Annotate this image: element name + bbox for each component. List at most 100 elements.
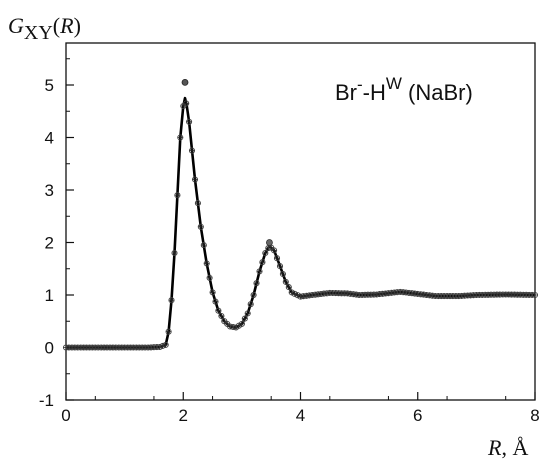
series-marker-cross: [192, 177, 198, 182]
series-marker: [282, 278, 289, 285]
y-tick-label-2: 2: [45, 234, 54, 253]
series-marker: [168, 297, 175, 304]
series-marker: [247, 301, 254, 308]
series-marker: [276, 263, 284, 270]
series-marker: [171, 249, 178, 257]
series-marker-cross: [186, 119, 192, 125]
series-marker: [218, 312, 225, 320]
annotation-mid: -H: [363, 80, 386, 105]
series-marker: [212, 298, 219, 305]
series-marker-cross: [271, 247, 277, 253]
series-marker-cross: [201, 242, 207, 248]
series-marker-cross: [532, 292, 538, 298]
series-marker-cross: [177, 135, 183, 140]
series-marker: [197, 223, 204, 230]
y-axis-title-close: ): [74, 13, 81, 38]
series-marker-cross: [248, 301, 254, 307]
x-axis-title-unit: , Å: [501, 435, 528, 460]
series-marker-cross: [207, 275, 213, 281]
x-axis-title-var: R: [487, 435, 502, 460]
series-line: [66, 96, 536, 349]
series-marker: [162, 341, 169, 348]
y-tick-label-1: 1: [45, 286, 54, 305]
x-tick-label-0: 0: [61, 406, 70, 425]
y-axis-title-sub: XY: [24, 22, 53, 44]
svg-text:Br--HW (NaBr): Br--HW (NaBr): [335, 74, 473, 105]
y-axis-title-main: G: [8, 13, 24, 38]
series-marker: [186, 118, 193, 125]
x-tick-label-6: 6: [413, 406, 422, 425]
series-marker: [188, 147, 196, 154]
series-marker-cross: [166, 329, 172, 335]
series-marker-cross: [172, 250, 177, 256]
annotation: Br--HW (NaBr): [335, 74, 473, 105]
series-marker: [206, 274, 213, 281]
y-tick-label-0: 0: [45, 339, 54, 358]
series-marker-cross: [189, 148, 195, 154]
x-axis-title: R, Å: [487, 435, 528, 460]
series-marker: [285, 284, 292, 291]
series-marker-cross: [257, 268, 262, 274]
series-marker: [238, 320, 245, 327]
series-marker: [244, 310, 251, 317]
series-marker-cross: [239, 321, 245, 327]
series-marker: [200, 242, 207, 249]
series-marker-cross: [198, 224, 204, 230]
svg-text:GXY(R): GXY(R): [8, 13, 81, 44]
series-marker-cross: [160, 343, 166, 349]
series-marker: [215, 307, 222, 314]
series-marker: [191, 176, 199, 183]
y-tick-label-5: 5: [45, 76, 54, 95]
series-marker: [259, 259, 266, 266]
series-marker: [531, 291, 539, 299]
series-marker-cross: [283, 279, 289, 285]
series-marker-cross: [183, 100, 189, 106]
annotation-tail: (NaBr): [402, 80, 473, 105]
series-group: [62, 78, 539, 351]
series-marker-cross: [280, 271, 286, 277]
series-marker: [174, 192, 181, 199]
series-marker-cross: [277, 263, 283, 269]
series-marker: [279, 270, 286, 278]
y-tick-label-4: 4: [45, 129, 54, 148]
series-marker: [273, 255, 281, 262]
annotation-base: Br: [335, 80, 357, 105]
series-marker-cross: [204, 261, 210, 266]
y-axis-title-open: (: [53, 13, 60, 38]
y-axis-title-arg: R: [59, 13, 74, 38]
series-marker: [203, 260, 210, 267]
series-marker: [194, 200, 201, 207]
series-marker-cross: [195, 200, 201, 206]
series-marker-cross: [218, 313, 224, 319]
series-marker: [159, 342, 166, 349]
series-marker-cross: [262, 250, 268, 256]
svg-text:R, Å: R, Å: [487, 435, 528, 460]
x-tick-label-4: 4: [296, 406, 305, 425]
series-marker-cross: [242, 316, 248, 322]
x-tick-label-2: 2: [179, 406, 188, 425]
series-marker: [253, 280, 260, 287]
series-marker: [165, 328, 172, 335]
series-marker-cross: [163, 342, 169, 348]
series-marker: [235, 322, 242, 329]
series-marker: [209, 289, 216, 296]
y-tick-label--1: -1: [39, 391, 54, 410]
series-marker-cross: [174, 192, 180, 198]
series-marker-cross: [213, 299, 218, 305]
series-marker: [177, 134, 184, 141]
series-marker-cross: [245, 310, 251, 316]
series-marker: [250, 291, 257, 299]
series-marker-cross: [251, 292, 257, 298]
series-marker-cross: [274, 255, 280, 261]
series-marker-cross: [215, 308, 221, 314]
series-marker-cross: [169, 297, 174, 303]
y-axis-title: GXY(R): [8, 13, 81, 44]
series-marker: [241, 315, 248, 322]
y-tick-label-3: 3: [45, 181, 54, 200]
x-tick-label-8: 8: [530, 406, 539, 425]
series-marker: [262, 249, 269, 257]
series-marker-cross: [286, 284, 292, 290]
series-marker: [227, 323, 234, 330]
annotation-sup-2: W: [386, 74, 402, 93]
